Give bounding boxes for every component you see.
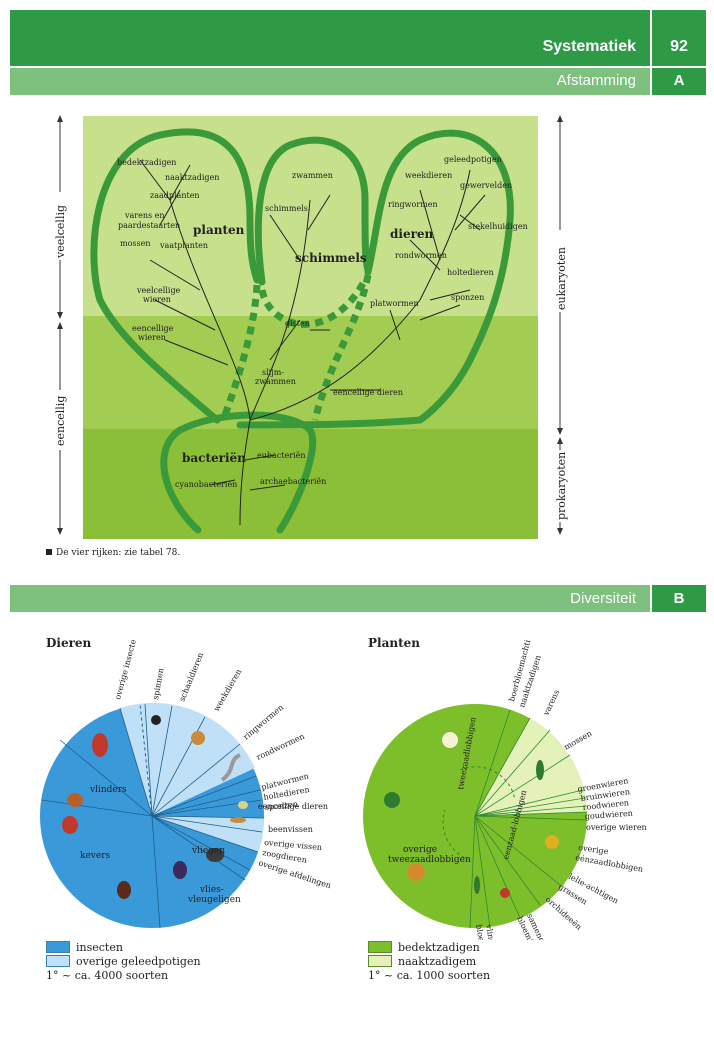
tree-label: eencellige [132, 324, 174, 333]
legend-note: 1° ~ ca. 4000 soorten [46, 968, 169, 982]
kingdom-bacterien: bacteriën [182, 451, 246, 465]
tree-label: zwammen [292, 171, 333, 180]
tree-label: varens en [124, 211, 165, 220]
tree-of-life-figure: veelcellig eencellig eukaryoten prokaryo… [50, 115, 570, 539]
axis-eencellig: eencellig [54, 396, 67, 446]
tree-label: holtedieren [447, 268, 494, 277]
tree-label: wieren [143, 295, 171, 304]
tree-label: rondwormen [395, 251, 447, 260]
tree-label: weekdieren [405, 171, 452, 180]
tree-label: eencellige dieren [333, 388, 403, 397]
legend-swatch [46, 941, 70, 953]
pie-plants-title: Planten [368, 636, 420, 650]
pie-inner-label: vleugeligen [187, 895, 241, 905]
tree-label: schimmels [265, 204, 308, 213]
pie-outer-label: goudwieren [585, 809, 634, 821]
tree-label: slijm- [262, 368, 284, 377]
axis-eukaryoten: eukaryoten [555, 247, 568, 310]
pie-outer-label: rondwormen [255, 732, 306, 762]
legend-label: insecten [76, 940, 123, 954]
pie-outer-label: eencellige dieren [258, 802, 328, 811]
pie-outer-label: weekdieren [212, 668, 243, 713]
header-bar [10, 10, 650, 66]
pie-outer-label: éénzaadlobbigen [575, 853, 644, 874]
pie-inner-label: vlies- [199, 885, 224, 895]
caption-bullet [46, 549, 52, 555]
section-b-bar [10, 585, 650, 612]
pie-outer-label: sponzen [264, 800, 298, 812]
legend-plants: bedektzadigen naaktzadigem 1° ~ ca. 1000… [368, 940, 490, 982]
section-b-letter: B [673, 590, 685, 607]
tree-label: mossen [120, 239, 151, 248]
section-a-letter: A [673, 72, 685, 89]
tree-label: veelcellige [136, 286, 181, 295]
page-number: 92 [670, 38, 688, 55]
tree-label: bedektzadigen [117, 158, 176, 167]
page-title: Systematiek [542, 38, 636, 55]
page-number-box [652, 10, 706, 66]
tree-label: ringwormen [388, 200, 438, 209]
tree-label: zwammen [255, 377, 296, 386]
section-b-letter-box [652, 585, 706, 612]
kingdom-schimmels: schimmels [295, 251, 367, 265]
legend-note: 1° ~ ca. 1000 soorten [368, 968, 491, 982]
tree-label: stekelhuidigen [468, 222, 528, 231]
tree-label: sponzen [451, 293, 484, 302]
axis-veelcellig: veelcellig [54, 205, 67, 259]
tree-label: gisten [285, 319, 310, 328]
pie-inner-label: overige [403, 845, 437, 855]
legend-swatch [46, 955, 70, 967]
legend-label: bedektzadigen [398, 940, 480, 954]
tree-label: eubacteriën [257, 451, 305, 460]
legend-label: naaktzadigem [398, 954, 477, 968]
pie-inner-label: vlinders [89, 785, 127, 795]
pie-inner-label: tweezaadlobbigen [388, 855, 471, 865]
kingdom-dieren: dieren [390, 227, 434, 241]
section-b-title: Diversiteit [570, 590, 636, 607]
pie-animals-title: Dieren [46, 636, 92, 650]
pie-plants: overige tweezaadlobbigen tweezaadlobbige… [363, 640, 647, 940]
tree-label: cyanobacteriën [175, 480, 237, 489]
section-a-bar [10, 68, 650, 95]
figure-caption: De vier rijken: zie tabel 78. [46, 548, 180, 558]
pie-inner-label: vliegen [191, 846, 225, 856]
pie-outer-label: overige [578, 843, 610, 856]
section-a-title: Afstamming [556, 72, 636, 89]
legend-label: overige geleedpotigen [76, 954, 201, 968]
tree-label: geleedpotigen [444, 155, 502, 164]
tree-label: paardestaarten [118, 221, 180, 230]
tree-label: naaktzadigen [165, 173, 219, 182]
legend-swatch [368, 941, 392, 953]
pie-inner-label: kevers [80, 851, 110, 861]
kingdom-planten: planten [193, 223, 245, 237]
pie-outer-label: overige insecten [113, 640, 139, 701]
tree-label: gewervelden [460, 181, 512, 190]
pie-outer-label: overige wieren [586, 823, 647, 832]
tree-label: archaebacteriën [260, 477, 326, 486]
pie-outer-label: varens [541, 688, 561, 717]
pie-outer-label: mossen [563, 729, 594, 752]
caption-text: De vier rijken: zie tabel 78. [56, 548, 181, 558]
legend-animals: insecten overige geleedpotigen 1° ~ ca. … [46, 940, 201, 982]
pie-outer-label: beenvissen [268, 825, 313, 834]
section-a-letter-box [652, 68, 706, 95]
pie-outer-label: ringwormen [242, 703, 286, 742]
legend-swatch [368, 955, 392, 967]
tree-label: wieren [138, 333, 166, 342]
pie-animals: vlinders kevers vliegen vlies- vleugelig… [40, 640, 332, 929]
pie-outer-label: spinnen [151, 667, 165, 700]
axis-prokaryoten: prokaryoten [555, 452, 568, 520]
pie-outer-label: overige afdelingen [257, 858, 332, 890]
pie-outer-label: schaaldieren [178, 651, 206, 703]
tree-label: vaatplanten [159, 241, 208, 250]
tree-label: platwormen [370, 299, 419, 308]
tree-label: zaadplanten [150, 191, 200, 200]
